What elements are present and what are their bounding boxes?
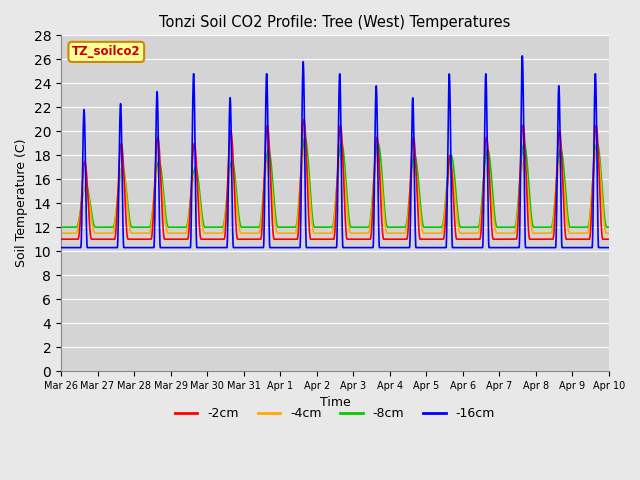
Text: TZ_soilco2: TZ_soilco2 <box>72 46 141 59</box>
X-axis label: Time: Time <box>319 396 350 409</box>
Title: Tonzi Soil CO2 Profile: Tree (West) Temperatures: Tonzi Soil CO2 Profile: Tree (West) Temp… <box>159 15 511 30</box>
Legend: -2cm, -4cm, -8cm, -16cm: -2cm, -4cm, -8cm, -16cm <box>170 402 500 425</box>
Y-axis label: Soil Temperature (C): Soil Temperature (C) <box>15 139 28 267</box>
